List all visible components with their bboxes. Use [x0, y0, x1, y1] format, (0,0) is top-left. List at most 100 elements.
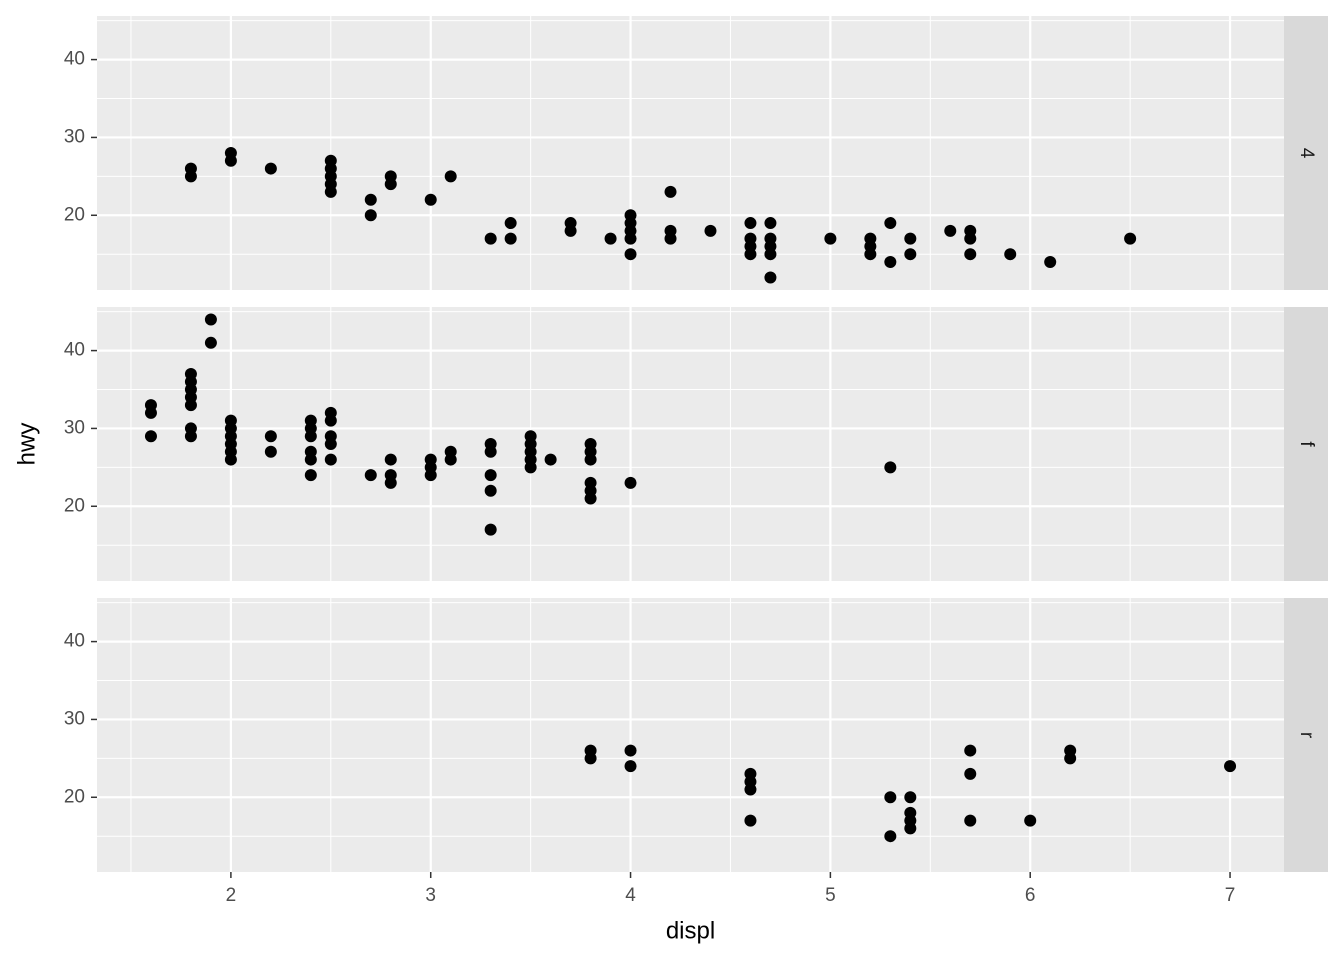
point — [224, 154, 237, 167]
point — [864, 248, 877, 261]
y-axis-label: hwy — [13, 423, 40, 466]
point — [704, 224, 717, 237]
point — [264, 445, 277, 458]
y-tick-label: 30 — [64, 126, 85, 147]
point — [744, 217, 757, 230]
point — [584, 752, 597, 765]
point — [824, 232, 837, 245]
y-tick-label: 30 — [64, 708, 85, 729]
point — [144, 406, 157, 419]
point — [184, 170, 197, 183]
point — [384, 453, 397, 466]
point — [324, 438, 337, 450]
point — [964, 232, 977, 245]
y-tick-label: 20 — [64, 786, 85, 807]
x-tick-label: 2 — [226, 885, 237, 906]
point — [964, 248, 977, 261]
point — [904, 791, 917, 804]
point — [664, 232, 677, 245]
point — [964, 744, 977, 757]
point — [764, 271, 777, 284]
panel-background — [97, 307, 1284, 581]
y-tick-label: 30 — [64, 417, 85, 438]
panel-background — [97, 16, 1284, 290]
point — [884, 255, 897, 268]
strip-label: f — [1296, 441, 1317, 447]
point — [364, 209, 377, 222]
point — [484, 523, 497, 536]
point — [224, 453, 237, 466]
y-tick-label: 40 — [64, 631, 85, 652]
point — [624, 744, 637, 757]
point — [664, 185, 677, 198]
point — [604, 232, 617, 245]
point — [444, 170, 457, 183]
strip-label: 4 — [1296, 148, 1317, 159]
point — [764, 248, 777, 261]
strip-background — [1284, 307, 1328, 581]
point — [424, 193, 437, 206]
strip-background — [1284, 598, 1328, 872]
point — [744, 248, 757, 261]
point — [1124, 232, 1137, 245]
y-tick-label: 40 — [64, 340, 85, 361]
point — [444, 453, 457, 466]
y-tick-label: 20 — [64, 495, 85, 516]
point — [264, 430, 277, 443]
point — [364, 469, 377, 482]
point — [884, 791, 897, 804]
x-tick-label: 4 — [625, 885, 636, 906]
point — [484, 232, 497, 245]
point — [624, 476, 637, 489]
point — [884, 217, 897, 230]
x-tick-label: 6 — [1025, 885, 1036, 906]
point — [384, 476, 397, 489]
point — [904, 822, 917, 835]
point — [384, 178, 397, 191]
point — [484, 445, 497, 458]
point — [964, 767, 977, 780]
point — [184, 399, 197, 412]
point — [304, 469, 317, 482]
x-axis-label: displ — [666, 917, 715, 944]
point — [204, 313, 217, 326]
point — [144, 430, 157, 443]
point — [1004, 248, 1017, 261]
point — [184, 430, 197, 443]
x-tick-label: 7 — [1225, 885, 1236, 906]
point — [324, 414, 337, 427]
strip-background — [1284, 16, 1328, 290]
point — [904, 232, 917, 245]
point — [884, 830, 897, 843]
point — [1064, 752, 1077, 765]
point — [744, 783, 757, 796]
panel-background — [97, 598, 1284, 872]
point — [1044, 255, 1057, 268]
point — [324, 453, 337, 466]
point — [504, 217, 517, 230]
point — [764, 217, 777, 230]
point — [884, 461, 897, 474]
point — [584, 453, 597, 466]
y-tick-label: 40 — [64, 49, 85, 70]
point — [944, 224, 957, 237]
point — [524, 461, 537, 474]
point — [584, 492, 597, 505]
point — [364, 193, 377, 206]
point — [324, 185, 337, 198]
point — [304, 430, 317, 443]
point — [204, 336, 217, 349]
point — [544, 453, 557, 466]
point — [904, 248, 917, 261]
point — [424, 469, 437, 482]
point — [564, 224, 577, 237]
point — [1224, 760, 1237, 773]
point — [624, 248, 637, 261]
strip-label: r — [1296, 732, 1317, 739]
point — [744, 814, 757, 827]
point — [484, 484, 497, 497]
point — [484, 469, 497, 482]
point — [964, 814, 977, 827]
point — [624, 232, 637, 245]
